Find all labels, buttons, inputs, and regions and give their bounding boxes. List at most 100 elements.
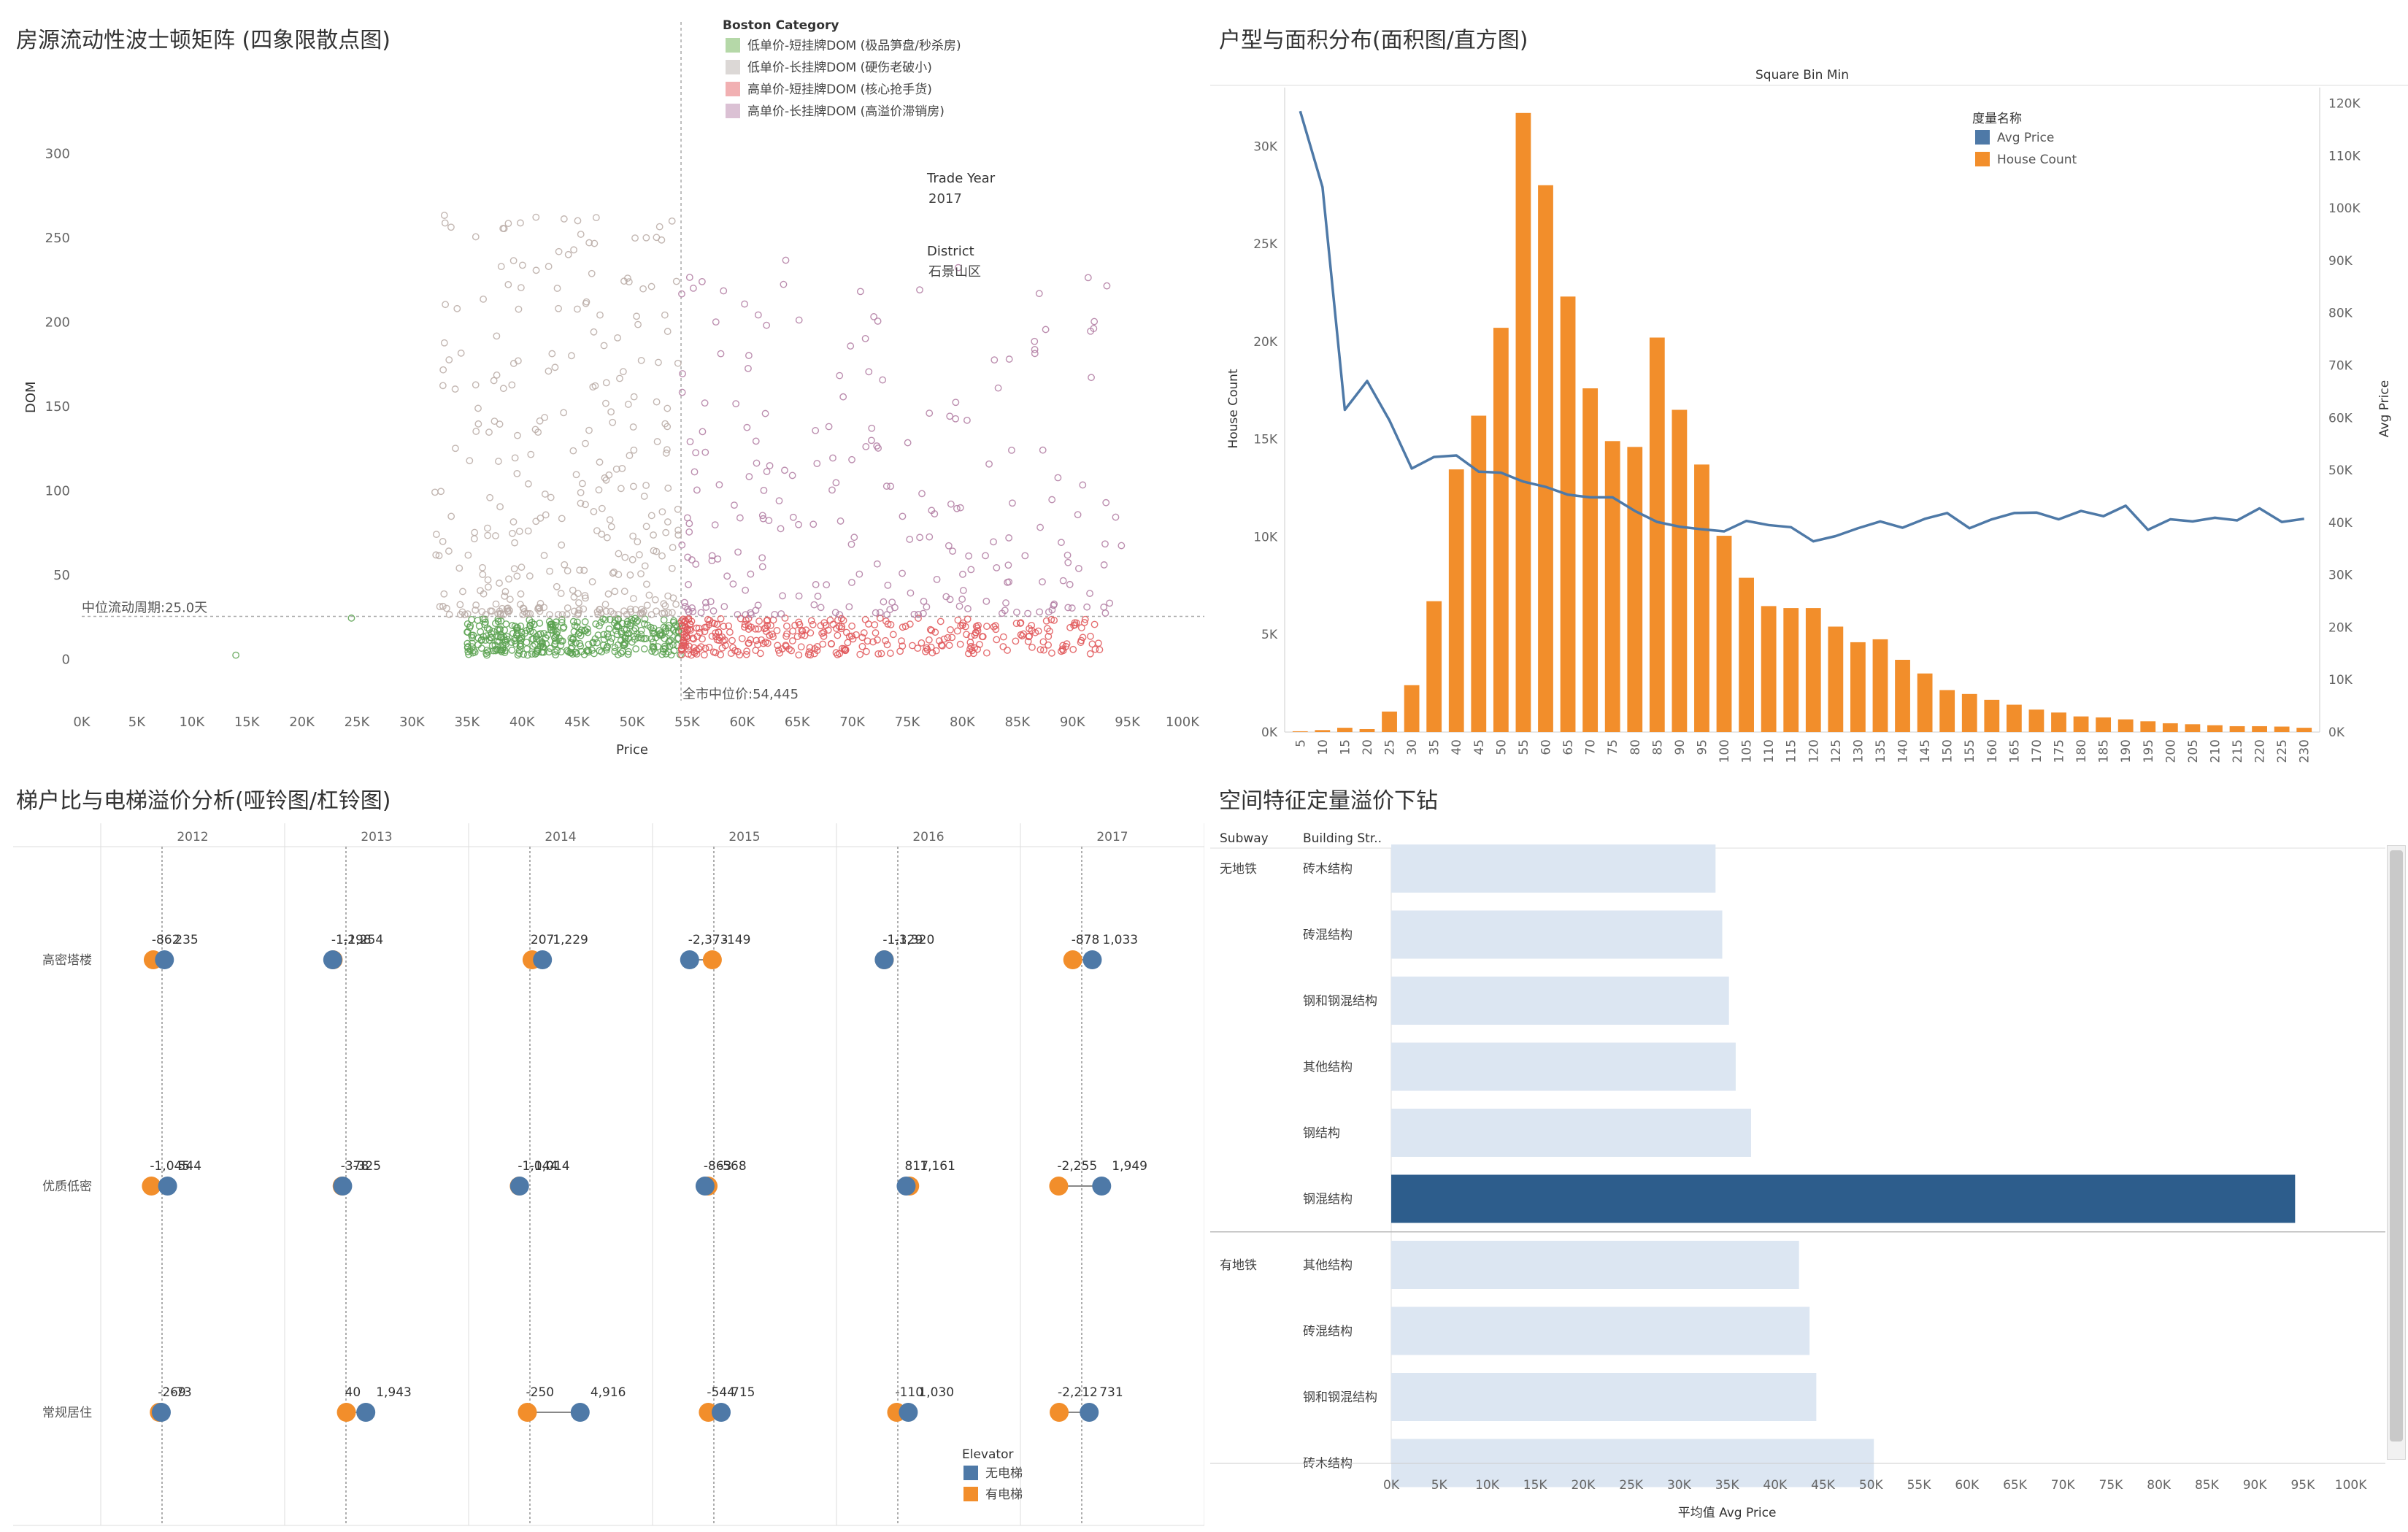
scatter-point [994, 384, 1002, 392]
no-elevator-dot [1092, 1177, 1112, 1196]
x-tick-label: 50K [620, 715, 646, 730]
scatter-point [991, 622, 999, 630]
scatter-point [550, 634, 558, 642]
legend-swatch [726, 60, 740, 74]
scatter-point [483, 524, 491, 532]
scatter-point [906, 536, 914, 543]
house-count-bar [1382, 711, 1397, 732]
scatter-point [879, 376, 887, 384]
house-count-bar [2051, 712, 2066, 732]
drill-scrollbar[interactable] [2387, 845, 2406, 1460]
scatter-point [548, 350, 556, 358]
x-tick-label: 125 [1829, 739, 1844, 763]
scatter-point [640, 493, 648, 500]
scatter-point [542, 640, 550, 648]
scatter-point [636, 551, 643, 558]
filter-label: Trade Year [926, 171, 996, 186]
median-dom-label: 中位流动周期:25.0天 [82, 601, 207, 616]
scatter-point [683, 633, 691, 641]
scatter-point [620, 607, 628, 615]
house-count-bar [1939, 690, 1955, 732]
scatter-point [478, 608, 486, 615]
scatter-point [834, 631, 842, 639]
scatter-point [836, 611, 844, 619]
scatter-point [793, 633, 801, 641]
scatter-point [582, 439, 589, 447]
x-tick-label: 90K [2243, 1478, 2268, 1493]
house-count-bar [2117, 719, 2134, 732]
elevator-dumbbell-chart[interactable]: 2012-862235-1,045544-269-732013-1,298-1,… [0, 774, 1204, 1532]
scatter-point [678, 388, 686, 396]
x-tick-label: 150 [1941, 739, 1955, 763]
scatter-point [1036, 608, 1044, 616]
scatter-point [657, 629, 665, 637]
scatter-point [678, 651, 685, 658]
value-label: 1,033 [1102, 933, 1138, 947]
scatter-point [865, 620, 872, 628]
scatter-point [886, 606, 894, 614]
scatter-point [974, 622, 982, 629]
scatter-point [479, 563, 486, 571]
scatter-point [571, 622, 579, 629]
scatter-point [615, 550, 623, 558]
scatter-point [518, 635, 526, 642]
x-tick-label: 5 [1293, 739, 1308, 747]
x-tick-label: 210 [2208, 739, 2223, 763]
x-tick-label: 145 [1918, 739, 1933, 763]
scatter-point [461, 611, 469, 619]
boston-matrix-scatter[interactable]: 0 50 100 150 200 250 300 0K 5K 10K 15K 20K 25K 30K 35K… [0, 0, 1204, 774]
house-count-bar [1961, 693, 1977, 732]
scatter-point [637, 570, 645, 578]
x-tick-label: 80K [950, 715, 976, 730]
x-tick-label: 65K [2003, 1478, 2028, 1493]
scatter-point [508, 646, 516, 654]
value-label: -378 [341, 1159, 369, 1174]
legend-swatch [963, 1487, 978, 1501]
scatter-point [625, 630, 633, 637]
scatter-point [884, 620, 892, 628]
scatter-point [501, 647, 509, 655]
x-tick-label: 85K [1004, 715, 1031, 730]
scatter-point [928, 626, 936, 634]
legend-title: 度量名称 [1972, 112, 2022, 126]
house-count-bar [2274, 726, 2290, 732]
scatter-point [758, 636, 765, 644]
drill-scrollbar-thumb[interactable] [2390, 850, 2403, 1441]
scatter-point [596, 622, 603, 630]
premium-drill-bar-chart[interactable]: Subway Building Str..无地铁 砖木结构砖混结构钢和钢混结构其他结… [1204, 774, 2408, 1532]
value-label: -1,045 [150, 1159, 190, 1174]
scatter-point [637, 626, 645, 634]
scatter-point [623, 625, 631, 634]
right-tick-label: 80K [2328, 307, 2353, 321]
scatter-point [766, 462, 774, 469]
scatter-point [514, 431, 521, 439]
x-tick-label: 90 [1673, 739, 1688, 755]
scatter-point [661, 311, 669, 319]
scatter-point [828, 640, 835, 648]
scatter-point [1086, 650, 1094, 658]
scatter-point [517, 590, 525, 598]
scatter-point [655, 631, 663, 639]
scatter-point [615, 623, 622, 631]
scatter-point [1086, 590, 1093, 597]
scatter-point [952, 399, 960, 407]
scatter-point [1025, 633, 1033, 641]
x-tick-label: 120 [1807, 739, 1821, 763]
scatter-point [574, 305, 581, 313]
scatter-point [526, 609, 534, 617]
scatter-point [1094, 639, 1102, 647]
scatter-point [459, 588, 466, 596]
scatter-point [1012, 637, 1020, 645]
scatter-point [663, 446, 671, 454]
scatter-point [1064, 558, 1072, 566]
scatter-point [918, 639, 926, 647]
scatter-point [701, 628, 709, 636]
area-distribution-chart[interactable]: Square Bin Min 0K 5K 10K 15K 20K 25K 30K 0K 10K 20… [1204, 0, 2408, 774]
scatter-point [839, 393, 847, 401]
x-tick-label: 230 [2298, 739, 2312, 763]
scatter-point [876, 609, 884, 617]
scatter-point [553, 628, 561, 636]
scatter-point [1050, 617, 1058, 624]
scatter-point [699, 635, 706, 643]
scatter-point [506, 596, 514, 604]
